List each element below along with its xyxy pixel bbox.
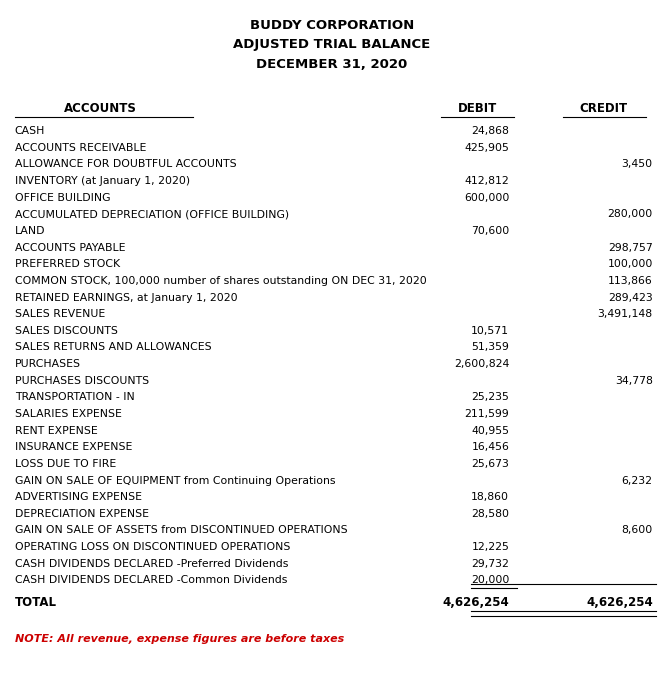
- Text: 51,359: 51,359: [471, 342, 509, 352]
- Text: 16,456: 16,456: [471, 442, 509, 452]
- Text: PURCHASES DISCOUNTS: PURCHASES DISCOUNTS: [15, 376, 149, 386]
- Text: ACCOUNTS RECEIVABLE: ACCOUNTS RECEIVABLE: [15, 143, 146, 153]
- Text: 34,778: 34,778: [615, 376, 653, 386]
- Text: INSURANCE EXPENSE: INSURANCE EXPENSE: [15, 442, 132, 452]
- Text: DEBIT: DEBIT: [458, 102, 497, 115]
- Text: 4,626,254: 4,626,254: [442, 596, 509, 609]
- Text: DECEMBER 31, 2020: DECEMBER 31, 2020: [256, 58, 408, 70]
- Text: RENT EXPENSE: RENT EXPENSE: [15, 426, 98, 436]
- Text: 4,626,254: 4,626,254: [586, 596, 653, 609]
- Text: PREFERRED STOCK: PREFERRED STOCK: [15, 260, 120, 269]
- Text: 8,600: 8,600: [622, 525, 653, 535]
- Text: LAND: LAND: [15, 226, 45, 236]
- Text: LOSS DUE TO FIRE: LOSS DUE TO FIRE: [15, 459, 116, 469]
- Text: OFFICE BUILDING: OFFICE BUILDING: [15, 193, 110, 203]
- Text: INVENTORY (at January 1, 2020): INVENTORY (at January 1, 2020): [15, 176, 190, 186]
- Text: 20,000: 20,000: [471, 576, 509, 585]
- Text: BUDDY CORPORATION: BUDDY CORPORATION: [250, 19, 414, 32]
- Text: GAIN ON SALE OF ASSETS from DISCONTINUED OPERATIONS: GAIN ON SALE OF ASSETS from DISCONTINUED…: [15, 525, 347, 535]
- Text: 289,423: 289,423: [608, 292, 653, 303]
- Text: ACCUMULATED DEPRECIATION (OFFICE BUILDING): ACCUMULATED DEPRECIATION (OFFICE BUILDIN…: [15, 209, 289, 219]
- Text: ACCOUNTS: ACCOUNTS: [64, 102, 137, 115]
- Text: 3,450: 3,450: [622, 159, 653, 169]
- Text: 412,812: 412,812: [464, 176, 509, 186]
- Text: 10,571: 10,571: [471, 326, 509, 335]
- Text: 18,860: 18,860: [471, 492, 509, 503]
- Text: SALES RETURNS AND ALLOWANCES: SALES RETURNS AND ALLOWANCES: [15, 342, 211, 352]
- Text: RETAINED EARNINGS, at January 1, 2020: RETAINED EARNINGS, at January 1, 2020: [15, 292, 237, 303]
- Text: 298,757: 298,757: [608, 243, 653, 253]
- Text: ADVERTISING EXPENSE: ADVERTISING EXPENSE: [15, 492, 141, 503]
- Text: 25,673: 25,673: [471, 459, 509, 469]
- Text: GAIN ON SALE OF EQUIPMENT from Continuing Operations: GAIN ON SALE OF EQUIPMENT from Continuin…: [15, 475, 335, 486]
- Text: DEPRECIATION EXPENSE: DEPRECIATION EXPENSE: [15, 509, 149, 519]
- Text: 40,955: 40,955: [471, 426, 509, 436]
- Text: 24,868: 24,868: [471, 126, 509, 136]
- Text: CASH DIVIDENDS DECLARED -Preferred Dividends: CASH DIVIDENDS DECLARED -Preferred Divid…: [15, 559, 288, 569]
- Text: CASH: CASH: [15, 126, 45, 136]
- Text: PURCHASES: PURCHASES: [15, 359, 80, 369]
- Text: 28,580: 28,580: [471, 509, 509, 519]
- Text: 6,232: 6,232: [622, 475, 653, 486]
- Text: 25,235: 25,235: [471, 393, 509, 402]
- Text: 3,491,148: 3,491,148: [598, 309, 653, 319]
- Text: TOTAL: TOTAL: [15, 596, 56, 609]
- Text: 100,000: 100,000: [608, 260, 653, 269]
- Text: ACCOUNTS PAYABLE: ACCOUNTS PAYABLE: [15, 243, 125, 253]
- Text: 2,600,824: 2,600,824: [454, 359, 509, 369]
- Text: TRANSPORTATION - IN: TRANSPORTATION - IN: [15, 393, 134, 402]
- Text: 211,599: 211,599: [464, 409, 509, 419]
- Text: 12,225: 12,225: [471, 542, 509, 552]
- Text: CREDIT: CREDIT: [579, 102, 627, 115]
- Text: SALES DISCOUNTS: SALES DISCOUNTS: [15, 326, 118, 335]
- Text: 70,600: 70,600: [471, 226, 509, 236]
- Text: 425,905: 425,905: [464, 143, 509, 153]
- Text: SALES REVENUE: SALES REVENUE: [15, 309, 105, 319]
- Text: SALARIES EXPENSE: SALARIES EXPENSE: [15, 409, 122, 419]
- Text: 113,866: 113,866: [608, 276, 653, 286]
- Text: ALLOWANCE FOR DOUBTFUL ACCOUNTS: ALLOWANCE FOR DOUBTFUL ACCOUNTS: [15, 159, 236, 169]
- Text: NOTE: All revenue, expense figures are before taxes: NOTE: All revenue, expense figures are b…: [15, 634, 344, 644]
- Text: ADJUSTED TRIAL BALANCE: ADJUSTED TRIAL BALANCE: [233, 38, 431, 51]
- Text: OPERATING LOSS ON DISCONTINUED OPERATIONS: OPERATING LOSS ON DISCONTINUED OPERATION…: [15, 542, 290, 552]
- Text: CASH DIVIDENDS DECLARED -Common Dividends: CASH DIVIDENDS DECLARED -Common Dividend…: [15, 576, 287, 585]
- Text: 29,732: 29,732: [471, 559, 509, 569]
- Text: 600,000: 600,000: [464, 193, 509, 203]
- Text: 280,000: 280,000: [608, 209, 653, 219]
- Text: COMMON STOCK, 100,000 number of shares outstanding ON DEC 31, 2020: COMMON STOCK, 100,000 number of shares o…: [15, 276, 426, 286]
